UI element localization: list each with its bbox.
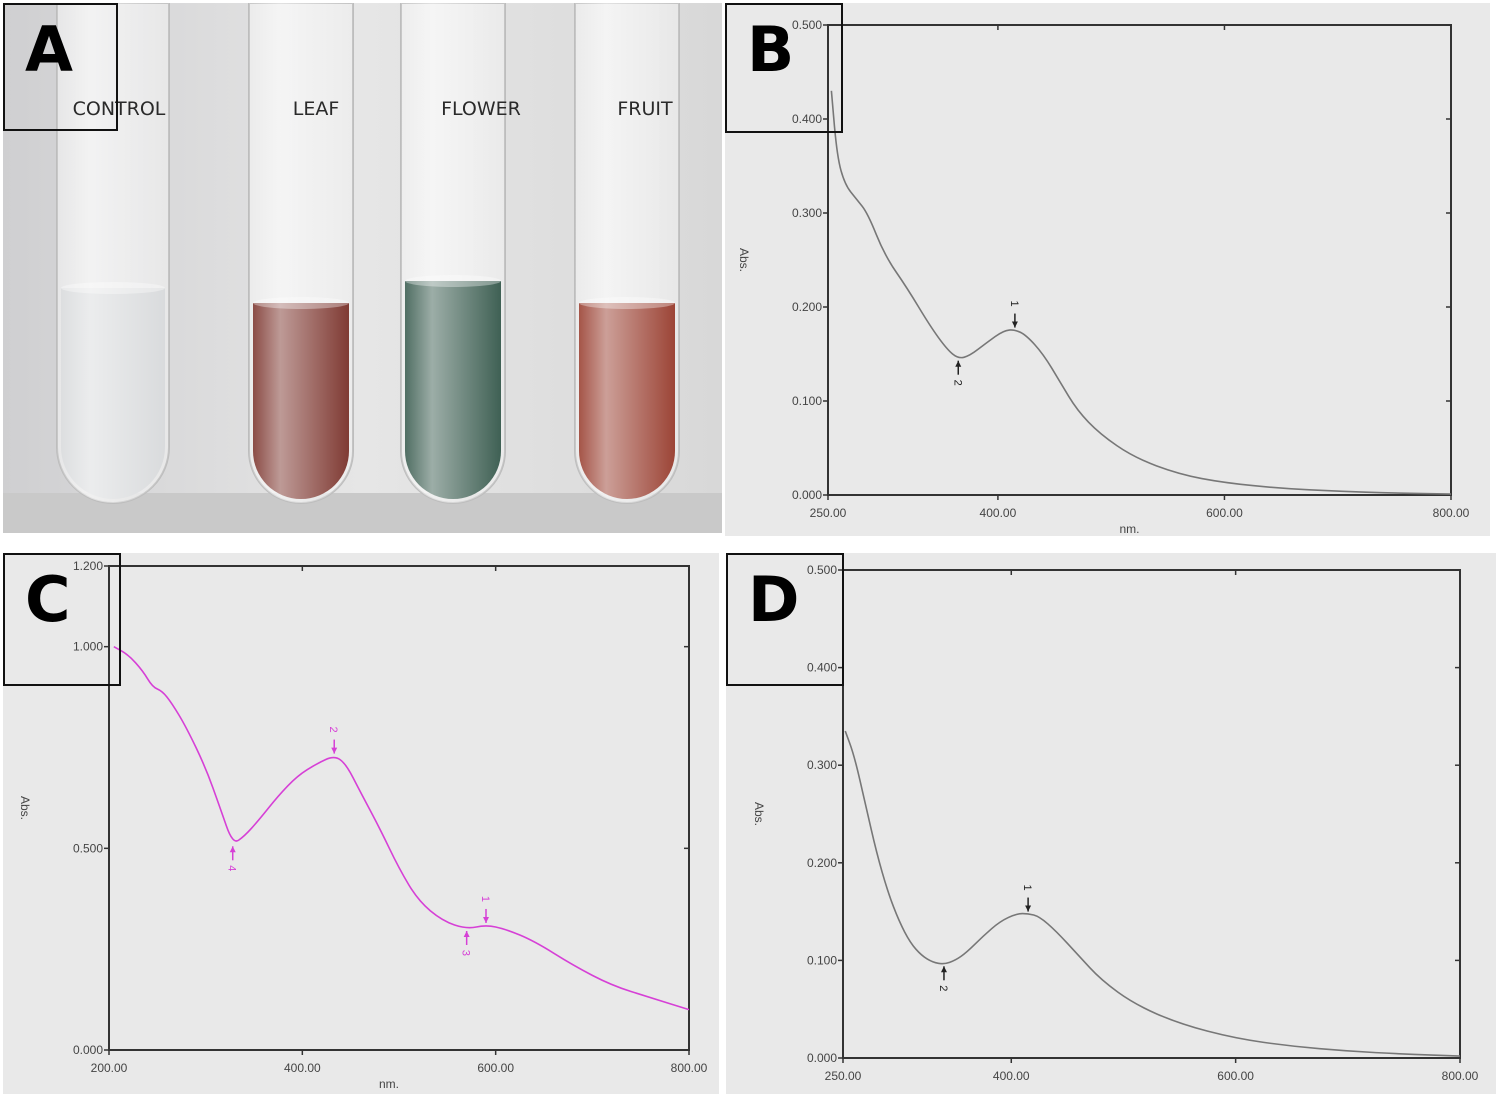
peak-label: 2 xyxy=(951,380,963,386)
x-tick-label: 800.00 xyxy=(671,1061,708,1075)
panel-d-letter: D xyxy=(748,563,800,636)
x-tick-label: 250.00 xyxy=(810,506,847,520)
peak-label: 4 xyxy=(226,865,238,871)
x-axis-label: nm. xyxy=(1119,522,1139,536)
peak-marker-1: 1 xyxy=(1008,300,1020,328)
x-tick-label: 800.00 xyxy=(1433,506,1470,520)
peak-label: 3 xyxy=(460,950,472,956)
x-tick-label: 400.00 xyxy=(980,506,1017,520)
panel-c-letter: C xyxy=(25,563,71,636)
peak-label: 1 xyxy=(1021,884,1033,890)
tube-label-flower: FLOWER xyxy=(441,98,521,120)
plot-frame xyxy=(108,565,690,1051)
panel-c-chart: 0.000 0.500 1.000 1.200 200.00 400.00 600.00 80… xyxy=(3,553,719,1094)
x-tick-label: 600.00 xyxy=(1217,1069,1254,1083)
y-tick-label: 0.200 xyxy=(792,300,822,314)
series-line-0 xyxy=(113,645,690,1011)
peak-label: 2 xyxy=(937,985,949,991)
x-tick-label: 400.00 xyxy=(993,1069,1030,1083)
y-tick-label: 0.500 xyxy=(73,841,103,855)
y-axis-label: Abs. xyxy=(752,802,766,826)
y-tick-label: 0.500 xyxy=(807,563,837,577)
plot-frame xyxy=(827,24,1452,496)
y-tick-label: 1.200 xyxy=(73,559,103,573)
series-line-0 xyxy=(844,730,1461,1057)
y-tick-label: 0.100 xyxy=(807,953,837,967)
peak-marker-1: 1 xyxy=(1021,884,1033,912)
y-tick-label: 1.000 xyxy=(73,640,103,654)
panel-b-letter: B xyxy=(747,13,795,86)
peak-marker-1: 1 xyxy=(479,896,491,923)
x-tick-label: 600.00 xyxy=(477,1061,514,1075)
x-axis-label: nm. xyxy=(379,1077,399,1091)
peak-label: 2 xyxy=(327,727,339,733)
test-tube-flower: FLOWER xyxy=(400,3,521,504)
peak-label: 1 xyxy=(479,896,491,902)
panel-c-spectrum: 0.000 0.500 1.000 1.200 200.00 400.00 600.00 80… xyxy=(18,559,708,1091)
y-tick-label: 0.500 xyxy=(792,18,822,32)
series-line-0 xyxy=(830,90,1452,495)
peak-marker-3: 3 xyxy=(460,931,472,956)
x-tick-label: 600.00 xyxy=(1206,506,1243,520)
plot-frame xyxy=(842,569,1461,1059)
x-tick-label: 200.00 xyxy=(91,1061,128,1075)
panel-d-chart: 0.000 0.100 0.200 0.300 0.400 0.500 250.00 400.… xyxy=(726,553,1496,1094)
tube-label-fruit: FRUIT xyxy=(617,98,673,120)
test-tube-control: CONTROL xyxy=(56,3,170,504)
test-tube-leaf: LEAF xyxy=(248,3,354,504)
peak-marker-2: 2 xyxy=(951,360,963,386)
peak-marker-2: 2 xyxy=(937,966,949,991)
tube-label-leaf: LEAF xyxy=(293,98,340,120)
peak-label: 1 xyxy=(1008,300,1020,306)
x-tick-label: 400.00 xyxy=(284,1061,321,1075)
peak-marker-4: 4 xyxy=(226,846,238,871)
test-tube-fruit: FRUIT xyxy=(574,3,680,504)
panel-d-label-box: D xyxy=(726,553,844,686)
panel-b-chart: 0.000 0.100 0.200 0.300 0.400 0.500 250.00 400.… xyxy=(725,3,1490,536)
y-axis-label: Abs. xyxy=(18,796,32,820)
panel-c-label-box: C xyxy=(3,553,121,686)
panel-d-spectrum: 0.000 0.100 0.200 0.300 0.400 0.500 250.00 400.… xyxy=(752,563,1479,1083)
panel-a-photo: CONTROL LEAF FLOWER FRUIT A xyxy=(3,3,722,533)
panel-a-label-box: A xyxy=(3,3,118,131)
y-tick-label: 0.400 xyxy=(807,661,837,675)
y-tick-label: 0.300 xyxy=(807,758,837,772)
y-tick-label: 0.000 xyxy=(73,1043,103,1057)
y-tick-label: 0.100 xyxy=(792,394,822,408)
test-tubes-photo: CONTROL LEAF FLOWER FRUIT xyxy=(3,3,722,533)
panel-b-label-box: B xyxy=(725,3,843,133)
tube-label-control: CONTROL xyxy=(73,98,166,120)
peak-marker-2: 2 xyxy=(327,727,339,754)
x-tick-label: 250.00 xyxy=(825,1069,862,1083)
panel-b-spectrum: 0.000 0.100 0.200 0.300 0.400 0.500 250.00 400.… xyxy=(737,18,1470,536)
y-tick-label: 0.300 xyxy=(792,206,822,220)
y-tick-label: 0.400 xyxy=(792,112,822,126)
y-axis-label: Abs. xyxy=(737,248,751,272)
y-tick-label: 0.200 xyxy=(807,856,837,870)
panel-a-letter: A xyxy=(25,13,73,86)
x-tick-label: 800.00 xyxy=(1442,1069,1479,1083)
y-tick-label: 0.000 xyxy=(807,1051,837,1065)
y-tick-label: 0.000 xyxy=(792,488,822,502)
